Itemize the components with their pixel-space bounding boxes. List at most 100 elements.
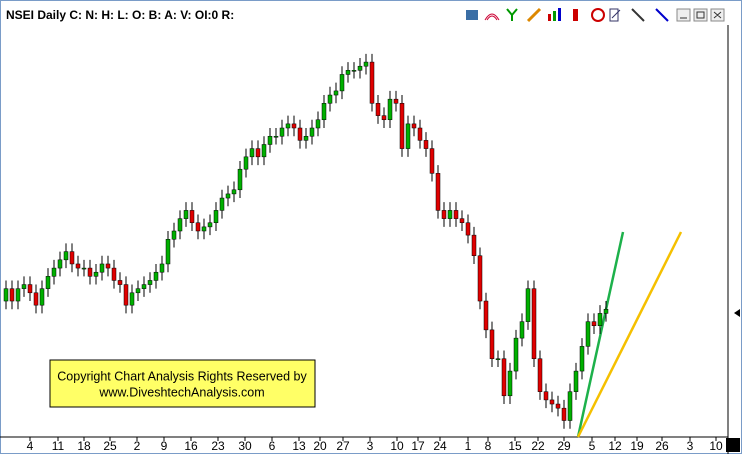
candle-body <box>57 259 63 269</box>
tool-icon[interactable] <box>484 13 500 21</box>
candle-body <box>195 222 201 232</box>
tool-icon[interactable] <box>655 8 669 22</box>
x-tick-label: 10 <box>709 439 723 453</box>
tool-icon[interactable] <box>609 8 621 22</box>
chart-title: NSEI Daily C: N: H: L: O: B: A: V: OI:0 … <box>6 8 234 22</box>
candle-body <box>51 267 57 277</box>
x-tick-label: 15 <box>508 439 522 453</box>
candle-body <box>513 337 519 372</box>
candles <box>3 53 609 429</box>
tool-icon[interactable] <box>526 7 542 23</box>
candle-body <box>345 70 351 75</box>
tool-icon[interactable] <box>548 8 561 21</box>
candle-body <box>585 321 591 347</box>
candle-body <box>375 103 381 116</box>
candle-body <box>561 407 567 421</box>
candle-body <box>435 173 441 211</box>
x-tick-label: 18 <box>77 439 91 453</box>
x-tick-label: 24 <box>433 439 447 453</box>
candle-body <box>393 98 399 104</box>
candle-body <box>45 276 51 289</box>
candle-body <box>537 358 543 392</box>
candle-body <box>519 321 525 339</box>
x-tick-label: 30 <box>238 439 252 453</box>
candle-body <box>213 210 219 224</box>
x-tick-label: 23 <box>211 439 225 453</box>
candle-body <box>303 135 309 141</box>
candle-body <box>201 226 207 232</box>
candle-body <box>507 370 513 397</box>
x-tick-label: 6 <box>269 439 276 453</box>
candle-body <box>357 65 363 71</box>
x-tick-label: 3 <box>367 439 374 453</box>
window-button-glyph <box>680 11 722 19</box>
candle-body <box>291 123 297 129</box>
candle-body <box>459 218 465 224</box>
x-tick-label: 26 <box>655 439 669 453</box>
candle-body <box>87 267 93 277</box>
candle-body <box>75 263 81 269</box>
candle-body <box>249 148 255 158</box>
x-tick-label: 13 <box>292 439 306 453</box>
candle-body <box>273 135 279 138</box>
candle-body <box>177 218 183 232</box>
x-tick-label: 8 <box>485 439 492 453</box>
x-tick-label: 12 <box>608 439 622 453</box>
candle-body <box>387 98 393 121</box>
candle-body <box>453 210 459 219</box>
candle-body <box>465 222 471 236</box>
minimize-button[interactable] <box>676 8 691 22</box>
candle-body <box>219 197 225 211</box>
candle-body <box>81 267 87 270</box>
copyright-text: Copyright Chart Analysis Rights Reserved… <box>57 369 307 383</box>
candle-body <box>99 263 105 273</box>
candle-body <box>255 148 261 158</box>
candle-body <box>417 127 423 141</box>
maximize-button[interactable] <box>693 8 708 22</box>
candle-body <box>171 230 177 240</box>
tool-icon[interactable] <box>466 10 478 20</box>
x-tick-label: 17 <box>411 439 425 453</box>
candle-body <box>495 358 501 360</box>
trend-line <box>576 231 625 438</box>
candle-body <box>405 123 411 149</box>
x-tick-label: 20 <box>313 439 327 453</box>
candle-body <box>501 358 507 397</box>
candle-body <box>9 288 15 302</box>
x-tick-label: 29 <box>557 439 571 453</box>
x-tick-label: 22 <box>531 439 545 453</box>
x-tick-label: 4 <box>27 439 34 453</box>
tool-icon[interactable] <box>506 8 518 21</box>
candle-body <box>111 267 117 281</box>
candle-body <box>447 210 453 219</box>
candle-body <box>411 123 417 129</box>
trend-line <box>576 231 683 438</box>
candle-body <box>93 271 99 277</box>
candle-body <box>333 90 339 96</box>
candle-body <box>237 168 243 191</box>
candle-body <box>225 193 231 199</box>
x-tick-label: 1 <box>465 439 472 453</box>
tool-icon[interactable] <box>591 8 605 22</box>
tool-icon[interactable] <box>631 8 645 22</box>
x-tick-label: 27 <box>336 439 350 453</box>
candle-body <box>363 61 369 67</box>
x-tick-label: 5 <box>589 439 596 453</box>
candle-body <box>315 119 321 129</box>
candle-body <box>117 280 123 285</box>
candle-body <box>27 284 33 294</box>
candle-body <box>123 284 129 306</box>
candle-body <box>261 144 267 158</box>
tool-icon[interactable] <box>573 9 578 21</box>
candle-body <box>63 251 69 261</box>
candle-body <box>351 70 357 72</box>
candle-body <box>207 222 213 228</box>
copyright-url: www.DiveshtechAnalysis.com <box>98 385 264 399</box>
corner-box <box>726 438 740 452</box>
x-tick-label: 19 <box>630 439 644 453</box>
candle-body <box>267 135 273 145</box>
x-tick-label: 2 <box>134 439 141 453</box>
candle-body <box>555 403 561 409</box>
candle-body <box>579 346 585 372</box>
